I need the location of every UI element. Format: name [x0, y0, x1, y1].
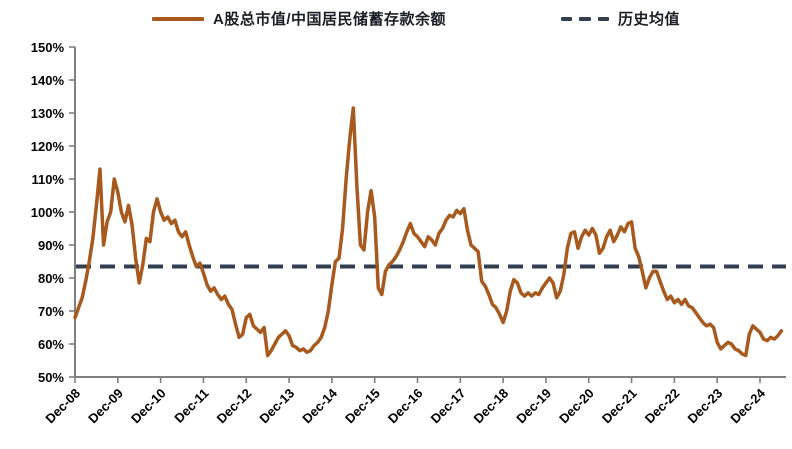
x-tick-label: Dec-21: [599, 386, 640, 427]
ratio-series-line: [73, 106, 784, 358]
x-tick-label: Dec-13: [256, 386, 297, 427]
x-tick-label: Dec-18: [470, 386, 511, 427]
y-tick-label: 110%: [31, 172, 64, 187]
x-axis-ticks: Dec-08 Dec-09 Dec-10 Dec-11 Dec-12 Dec-13 Dec-…: [42, 377, 769, 427]
x-tick-label: Dec-23: [685, 386, 726, 427]
y-tick-label: 130%: [31, 106, 65, 121]
x-tick-label: Dec-17: [428, 386, 469, 427]
y-tick-label: 70%: [38, 304, 64, 319]
y-tick-label: 140%: [31, 73, 65, 88]
x-tick-label: Dec-19: [513, 386, 554, 427]
y-axis-ticks: 150% 140% 130% 120% 110% 100% 90% 80% 70% 60% 50%: [31, 40, 75, 385]
x-tick-label: Dec-11: [171, 386, 211, 426]
legend: A股总市值/中国居民储蓄存款余额 历史均值: [40, 8, 792, 29]
legend-label-historical-average: 历史均值: [618, 11, 681, 28]
x-tick-label: Dec-22: [642, 386, 683, 427]
dashed-line-swatch: [561, 16, 609, 21]
y-tick-label: 60%: [38, 337, 64, 352]
y-tick-label: 80%: [38, 271, 64, 286]
y-tick-label: 90%: [38, 238, 64, 253]
y-tick-label: 50%: [38, 370, 64, 385]
x-tick-label: Dec-16: [385, 386, 426, 427]
x-tick-label: Dec-24: [727, 385, 768, 426]
x-tick-label: Dec-10: [128, 386, 169, 427]
x-tick-label: Dec-08: [42, 386, 83, 427]
legend-label-ratio-series: A股总市值/中国居民储蓄存款余额: [212, 11, 446, 28]
y-tick-label: 120%: [31, 139, 65, 154]
x-tick-label: Dec-12: [214, 386, 255, 427]
legend-item-ratio-series: A股总市值/中国居民储蓄存款余额: [151, 8, 446, 29]
x-tick-label: Dec-14: [299, 385, 340, 426]
y-tick-label: 150%: [31, 40, 65, 55]
legend-item-historical-average: 历史均值: [561, 8, 680, 29]
x-tick-label: Dec-09: [85, 386, 126, 427]
x-tick-label: Dec-15: [342, 386, 383, 427]
solid-line-swatch: [151, 16, 204, 21]
x-tick-label: Dec-20: [556, 386, 597, 427]
y-tick-label: 100%: [31, 205, 65, 220]
